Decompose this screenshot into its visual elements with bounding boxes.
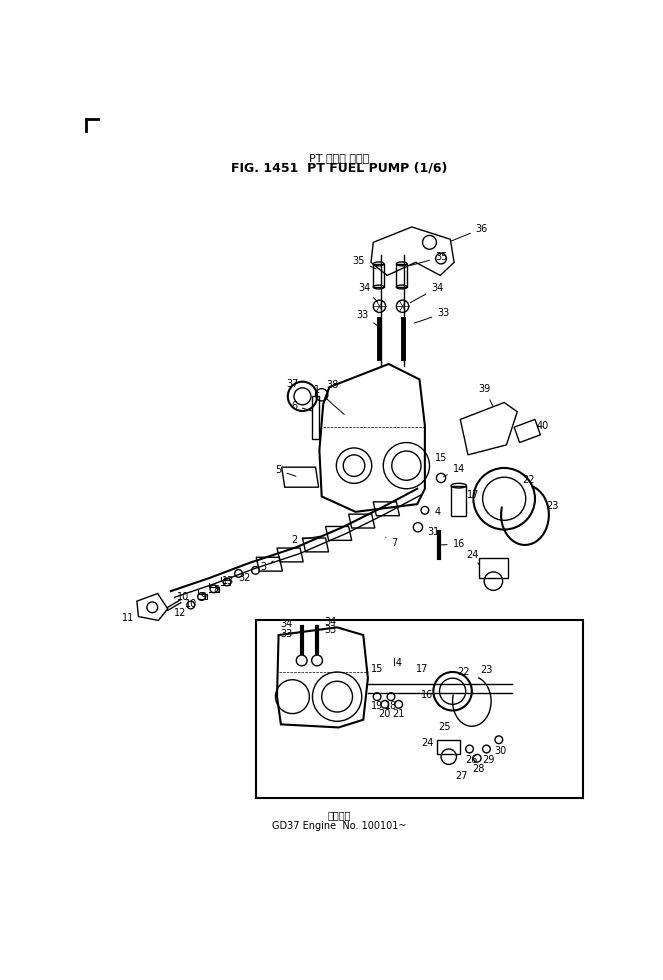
Text: 22: 22	[457, 667, 469, 677]
Bar	[373, 264, 384, 287]
Text: 17: 17	[467, 490, 479, 500]
Text: 6: 6	[291, 401, 312, 411]
Text: PT フェル ポンプ: PT フェル ポンプ	[309, 153, 369, 163]
Text: 24: 24	[421, 738, 434, 748]
Text: 27: 27	[455, 771, 468, 781]
Text: 35: 35	[353, 256, 376, 269]
Text: 26: 26	[465, 755, 477, 764]
Text: 1: 1	[314, 385, 344, 415]
Text: 33: 33	[356, 310, 377, 325]
Text: 34: 34	[325, 617, 337, 627]
Text: 5: 5	[276, 466, 296, 476]
Text: 36: 36	[451, 223, 488, 241]
Text: 22: 22	[522, 474, 534, 484]
Text: 3: 3	[260, 562, 273, 572]
Text: 33: 33	[280, 628, 292, 639]
Text: 33: 33	[325, 625, 337, 635]
Text: 28: 28	[473, 764, 485, 774]
Text: 29: 29	[482, 755, 494, 764]
Text: 16: 16	[442, 539, 465, 549]
Bar	[396, 264, 407, 287]
Text: FIG. 1451  PT FUEL PUMP (1/6): FIG. 1451 PT FUEL PUMP (1/6)	[231, 162, 448, 174]
Text: 13: 13	[221, 576, 234, 586]
Text: 37: 37	[286, 379, 298, 389]
Text: 15: 15	[371, 663, 383, 674]
Text: 34: 34	[280, 619, 292, 629]
Text: GD37 Engine  No. 100101~: GD37 Engine No. 100101~	[272, 821, 406, 831]
Text: 23: 23	[546, 501, 559, 511]
Text: 21: 21	[392, 709, 405, 718]
Text: 32: 32	[239, 573, 251, 583]
Text: 16: 16	[421, 690, 434, 700]
Bar	[451, 486, 467, 516]
Text: 8: 8	[213, 585, 219, 595]
Text: 25: 25	[439, 722, 451, 732]
Text: 11: 11	[121, 613, 134, 623]
Text: 19: 19	[371, 701, 383, 710]
Text: 20: 20	[379, 709, 391, 718]
Text: 39: 39	[479, 384, 493, 406]
Text: 34: 34	[358, 283, 377, 302]
Text: 4: 4	[434, 507, 440, 516]
Text: 18: 18	[385, 701, 397, 710]
Text: I4: I4	[392, 658, 402, 667]
Text: 33: 33	[414, 309, 450, 323]
Bar	[479, 558, 508, 578]
Bar	[437, 740, 460, 754]
Text: 10: 10	[177, 592, 189, 602]
Bar	[312, 396, 319, 439]
Text: 12: 12	[174, 608, 186, 617]
Text: 38: 38	[326, 380, 339, 390]
Text: 10: 10	[185, 599, 197, 610]
Text: 40: 40	[536, 420, 549, 430]
Text: 17: 17	[416, 663, 428, 674]
Text: 7: 7	[386, 537, 397, 548]
Text: 24: 24	[467, 550, 479, 564]
Text: 35: 35	[410, 252, 448, 266]
Text: 2: 2	[291, 535, 320, 546]
Text: 34: 34	[410, 283, 444, 303]
Text: 15: 15	[435, 453, 448, 463]
Bar	[256, 619, 583, 799]
Text: 30: 30	[494, 746, 507, 756]
Text: 23: 23	[480, 665, 493, 675]
Text: 14: 14	[444, 464, 465, 476]
Text: 部品番号: 部品番号	[328, 810, 351, 820]
Text: 31: 31	[427, 527, 440, 537]
Text: 9: 9	[200, 592, 206, 602]
